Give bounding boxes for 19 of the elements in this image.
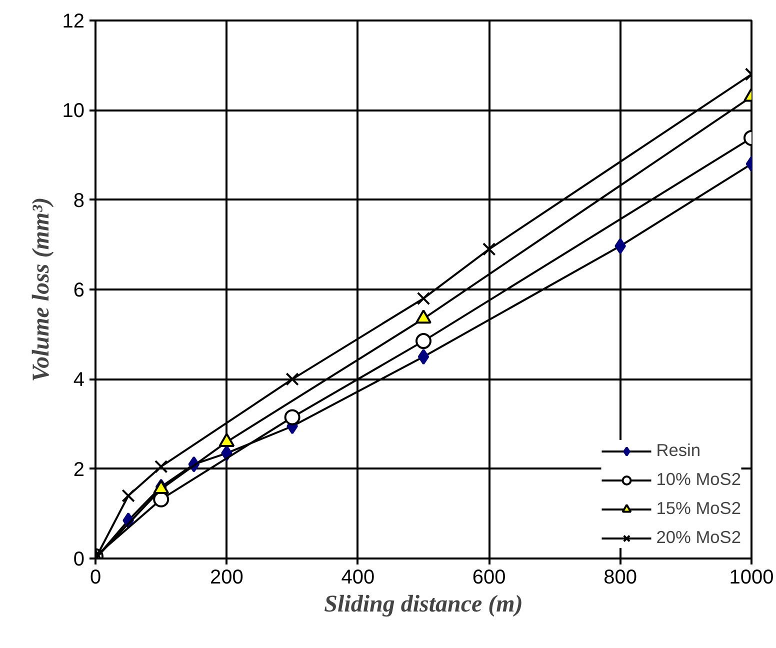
y-tick-label: 6 — [73, 280, 84, 302]
x-tick-label: 600 — [472, 566, 506, 588]
legend-label: Resin — [656, 440, 701, 461]
y-axis-title: Volume loss (mm³) — [28, 197, 54, 382]
legend-label: 20% MoS2 — [656, 527, 741, 548]
legend-label: 10% MoS2 — [656, 469, 741, 490]
x-tick-label: 800 — [604, 566, 637, 588]
y-tick-label: 8 — [73, 190, 84, 212]
x-tick-label: 200 — [210, 566, 244, 588]
x-tick-label: 1000 — [729, 566, 774, 588]
y-tick-label: 12 — [62, 10, 85, 32]
y-tick-label: 0 — [73, 548, 84, 570]
y-tick-label: 2 — [73, 458, 84, 481]
x-tick-label: 400 — [341, 566, 375, 588]
legend-label: 15% MoS2 — [656, 498, 741, 519]
x-axis-title: Sliding distance (m) — [324, 592, 523, 618]
y-tick-label: 10 — [62, 100, 85, 122]
y-tick-label: 4 — [73, 369, 84, 392]
x-tick-label: 0 — [90, 566, 102, 588]
